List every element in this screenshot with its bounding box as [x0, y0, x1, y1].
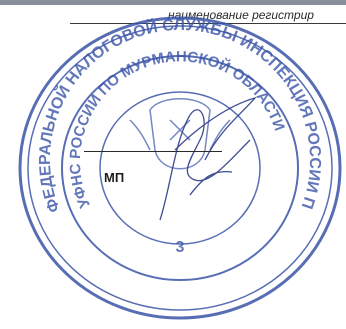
svg-text:УФНС РОССИИ ПО МУРМАНСКОЙ ОБЛА: УФНС РОССИИ ПО МУРМАНСКОЙ ОБЛАСТИ [67, 48, 288, 210]
emblem-icon [129, 98, 231, 170]
top-text-strip [0, 0, 346, 5]
seal-inner-text: УФНС РОССИИ ПО МУРМАНСКОЙ ОБЛАСТИ [67, 48, 288, 210]
seal-number: 3 [176, 239, 185, 256]
signature-icon [159, 96, 257, 221]
stamp-place-label: МП [104, 170, 125, 185]
signature-line [84, 151, 222, 152]
caption-underline [70, 23, 346, 24]
